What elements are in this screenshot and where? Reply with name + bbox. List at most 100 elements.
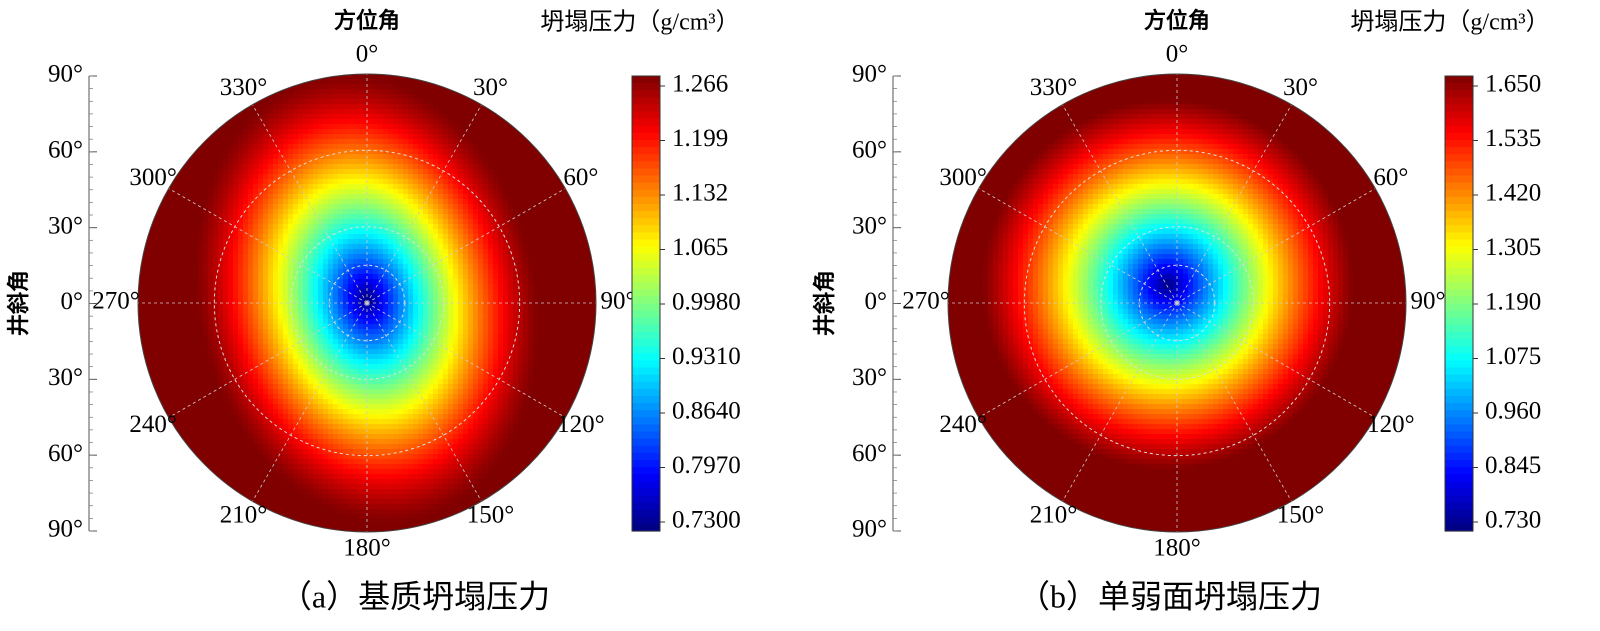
angle-label: 150°	[1277, 502, 1325, 529]
angle-label: 210°	[220, 502, 268, 529]
grid-spoke	[1176, 302, 1292, 502]
colorbar-tick-label: 1.650	[1485, 71, 1541, 98]
colorbar-tick-label: 1.075	[1485, 343, 1541, 370]
radial-tick-label: 60°	[852, 440, 887, 467]
angle-label: 180°	[343, 535, 391, 562]
colorbar-band	[632, 410, 660, 418]
colorbar-band	[632, 246, 660, 255]
colorbar-band	[1445, 417, 1473, 425]
colorbar-band	[1445, 189, 1473, 198]
grid-spoke	[252, 104, 368, 304]
angle-label: 90°	[601, 288, 636, 315]
colorbar-band	[632, 125, 660, 134]
radial-tick-label: 30°	[48, 364, 83, 391]
colorbar-band	[1445, 239, 1473, 248]
colorbar-band	[1445, 488, 1473, 497]
colorbar-band	[632, 303, 660, 312]
colorbar-tick-label: 1.266	[672, 71, 728, 98]
colorbar-tick-label: 0.845	[1485, 452, 1541, 479]
colorbar-band	[632, 196, 660, 205]
colorbar-band	[1445, 196, 1473, 205]
colorbar-band	[1445, 161, 1473, 170]
colorbar-band	[632, 139, 660, 148]
radial-tick-label: 30°	[852, 364, 887, 391]
angle-label: 210°	[1030, 502, 1078, 529]
angle-label: 270°	[902, 288, 950, 315]
colorbar-band	[1445, 424, 1473, 433]
radial-tick-label: 60°	[48, 440, 83, 467]
colorbar-tick-label: 1.065	[672, 234, 728, 261]
colorbar-band	[1445, 289, 1473, 297]
colorbar-band	[632, 211, 660, 219]
colorbar-band	[632, 147, 660, 155]
colorbar-band	[632, 374, 660, 383]
grid-spoke	[168, 188, 368, 304]
radial-axis-label: 井斜角	[6, 270, 32, 336]
colorbar-band	[632, 467, 660, 475]
colorbar-band	[632, 317, 660, 326]
colorbar-band	[1445, 203, 1473, 212]
angle-label: 120°	[557, 411, 605, 438]
colorbar-band	[632, 324, 660, 333]
colorbar-band	[632, 388, 660, 397]
colorbar-band	[632, 83, 660, 91]
angle-label: 0°	[356, 41, 379, 68]
colorbar-tick-label: 0.7970	[672, 452, 741, 479]
colorbar-band	[632, 331, 660, 340]
colorbar-band	[1445, 111, 1473, 120]
colorbar-tick-label: 0.8640	[672, 398, 741, 425]
colorbar-band	[632, 346, 660, 354]
angle-label: 180°	[1153, 535, 1201, 562]
colorbar-band	[1445, 367, 1473, 376]
colorbar-band	[632, 189, 660, 198]
colorbar-band	[1445, 132, 1473, 141]
angle-label: 150°	[467, 502, 515, 529]
colorbar-tick-label: 1.420	[1485, 180, 1541, 207]
colorbar-tick-label: 0.960	[1485, 398, 1541, 425]
colorbar-band	[1445, 97, 1473, 106]
colorbar-band	[1445, 76, 1473, 84]
radial-tick-label: 0°	[61, 288, 84, 315]
grid-spoke	[978, 188, 1178, 304]
colorbar-band	[632, 182, 660, 191]
angle-label: 30°	[1283, 74, 1318, 101]
caption: （a）基质坍塌压力	[280, 578, 550, 614]
colorbar-band	[1445, 296, 1473, 305]
angle-label: 240°	[129, 411, 177, 438]
colorbar-band	[1445, 90, 1473, 98]
colorbar-label: 坍塌压力（g/cm³）	[1350, 9, 1549, 36]
colorbar-band	[1445, 232, 1473, 241]
colorbar-band	[1445, 104, 1473, 113]
colorbar-band	[1445, 154, 1473, 162]
colorbar-band	[632, 203, 660, 212]
angle-label: 30°	[473, 74, 508, 101]
polar-heatmap	[948, 74, 1406, 532]
colorbar-band	[632, 381, 660, 390]
colorbar-band	[632, 523, 660, 532]
radial-tick-label: 60°	[48, 137, 83, 164]
colorbar-band	[632, 90, 660, 98]
grid-spoke	[1062, 104, 1178, 304]
radial-tick-label: 60°	[852, 137, 887, 164]
colorbar-band	[632, 253, 660, 262]
colorbar-band	[1445, 410, 1473, 418]
colorbar-band	[1445, 523, 1473, 532]
colorbar-band	[1445, 495, 1473, 504]
colorbar-band	[632, 310, 660, 319]
colorbar-band	[632, 161, 660, 170]
colorbar-band	[1445, 467, 1473, 475]
colorbar-band	[1445, 211, 1473, 219]
colorbar-label: 坍塌压力（g/cm³）	[540, 9, 739, 36]
radial-tick-label: 0°	[865, 288, 888, 315]
colorbar-band	[1445, 267, 1473, 276]
colorbar-band	[632, 474, 660, 482]
colorbar: 1.650 1.535 1.420 1.305 1.190 1.075 0.960 0.845…	[1444, 71, 1541, 534]
colorbar-band	[1445, 502, 1473, 511]
colorbar-tick-label: 0.7300	[672, 507, 741, 534]
angle-label: 90°	[1411, 288, 1446, 315]
radial-tick-label: 90°	[852, 516, 887, 543]
colorbar-band	[632, 239, 660, 248]
colorbar-band	[632, 282, 660, 290]
colorbar-band	[632, 502, 660, 511]
colorbar-band	[632, 339, 660, 347]
